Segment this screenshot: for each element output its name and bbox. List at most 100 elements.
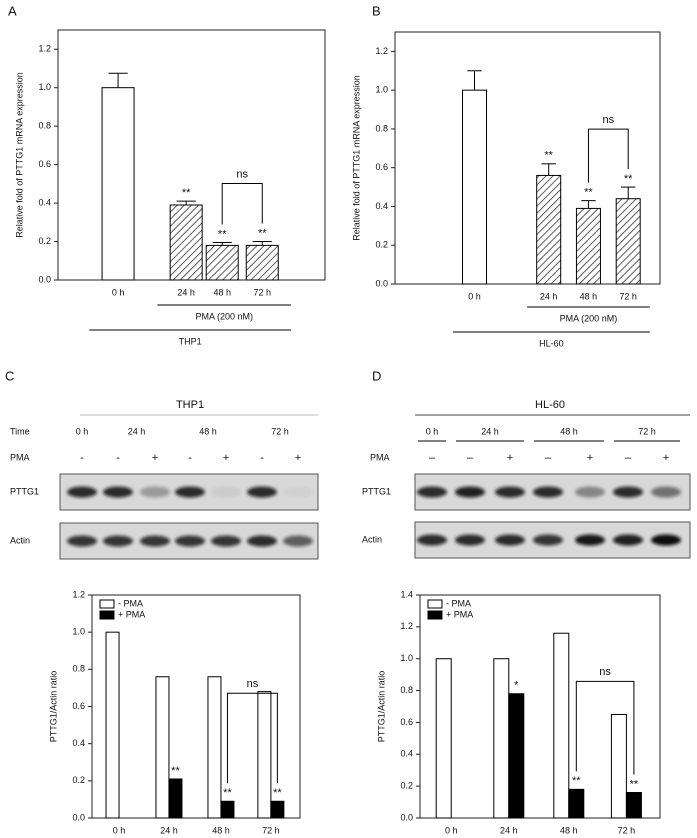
blot-band [613, 486, 643, 498]
pma-sign: + [223, 452, 229, 464]
x-tick-label: 72 h [618, 825, 636, 835]
x-tick-label: 48 h [212, 825, 230, 835]
significance-label: ** [630, 778, 639, 790]
bar [462, 89, 487, 285]
blot-band [495, 534, 525, 546]
y-tick-label: 0.0 [38, 274, 51, 284]
bar [553, 632, 570, 819]
bar [207, 676, 222, 819]
y-axis-label: Relative fold of PTTG1 mRNA expression [351, 75, 361, 241]
bracket-label: ns [603, 114, 615, 126]
blot-band [651, 534, 681, 546]
bracket [587, 128, 629, 183]
x-tick-label: 24 h [500, 825, 518, 835]
x-tick-label: 24 h [540, 291, 558, 301]
x-tick-label: 0 h [113, 825, 126, 835]
blot-band [283, 487, 313, 498]
pma-sign: – [467, 452, 474, 464]
pma-sign: + [663, 452, 669, 464]
pma-sign: - [188, 452, 192, 464]
row-label: PTTG1 [10, 486, 39, 496]
time-label: 48 h [199, 426, 217, 436]
blot-band [613, 534, 643, 546]
bar [615, 198, 641, 285]
bar [220, 800, 235, 819]
error-bar [621, 186, 636, 199]
y-tick-label: 1.4 [400, 589, 413, 599]
significance-label: ** [258, 227, 267, 239]
blot-band [417, 534, 447, 546]
bar [105, 631, 120, 819]
pma-sign: + [507, 452, 513, 464]
y-tick-label: 0.4 [375, 201, 388, 211]
legend-swatch [99, 599, 115, 609]
group-label: PMA (200 nM) [195, 311, 253, 321]
blot-band [175, 486, 205, 498]
y-tick-label: 0.8 [375, 123, 388, 133]
blot-band [140, 486, 170, 498]
y-tick-label: 0.6 [72, 701, 85, 711]
blot-title: HL-60 [535, 399, 565, 411]
bracket [575, 680, 635, 775]
significance-label: ** [223, 787, 232, 799]
row-label: Actin [362, 534, 382, 544]
pma-sign: - [80, 452, 84, 464]
time-label: 0 h [76, 426, 89, 436]
y-tick-label: 0.4 [38, 197, 51, 207]
blot-band [247, 486, 277, 498]
pma-sign: – [625, 452, 632, 464]
time-label: 72 h [271, 426, 289, 436]
panel-letter: D [372, 368, 381, 383]
legend-label: + PMA [446, 609, 473, 619]
y-tick-label: 0.8 [38, 121, 51, 131]
blot-band [211, 535, 241, 547]
y-tick-label: 0.2 [375, 240, 388, 250]
y-tick-label: 1.2 [72, 589, 85, 599]
bar [155, 676, 170, 819]
y-tick-label: 1.0 [400, 653, 413, 663]
blot-band [67, 535, 97, 547]
legend-label: + PMA [118, 609, 145, 619]
y-axis-label: PTTG1/Actin ratio [48, 671, 58, 743]
significance-label: ** [624, 173, 633, 185]
pma-sign: - [260, 452, 264, 464]
time-label: 0 h [426, 426, 439, 436]
blot-band [211, 486, 241, 498]
y-tick-label: 0.2 [400, 781, 413, 791]
x-tick-label: 24 h [177, 287, 195, 297]
panel-letter: C [5, 368, 14, 383]
x-tick-label: 48 h [560, 825, 578, 835]
plot-frame [394, 31, 661, 285]
y-tick-label: 1.2 [400, 621, 413, 631]
blot-band [455, 534, 485, 546]
y-tick-label: 1.2 [38, 44, 51, 54]
blot-band [103, 486, 133, 498]
error-bar [541, 163, 556, 176]
bar [493, 658, 510, 819]
error-bar [176, 200, 196, 205]
y-tick-label: 0.0 [72, 812, 85, 822]
y-axis-label: Relative fold of PTTG1 mRNA expression [14, 72, 24, 238]
y-tick-label: 0.8 [400, 685, 413, 695]
significance-label: ** [171, 765, 180, 777]
legend-label: - PMA [118, 598, 143, 608]
y-tick-label: 0.2 [38, 236, 51, 246]
legend-swatch [99, 610, 115, 620]
y-tick-label: 1.0 [72, 627, 85, 637]
pma-sign: + [152, 452, 158, 464]
blot-band [533, 486, 563, 498]
y-tick-label: 0.6 [38, 159, 51, 169]
significance-label: ** [182, 187, 191, 199]
error-bar [467, 70, 482, 91]
time-label: 48 h [560, 426, 578, 436]
plot-frame [419, 594, 661, 819]
blot-band [455, 486, 485, 498]
group-label: PMA (200 nM) [560, 313, 618, 323]
x-tick-label: 48 h [580, 291, 598, 301]
error-bar [108, 72, 128, 88]
pma-sign: – [545, 452, 552, 464]
blot-band [67, 486, 97, 498]
bar [575, 207, 601, 285]
significance-label: ** [572, 775, 581, 787]
x-tick-label: 48 h [213, 287, 231, 297]
